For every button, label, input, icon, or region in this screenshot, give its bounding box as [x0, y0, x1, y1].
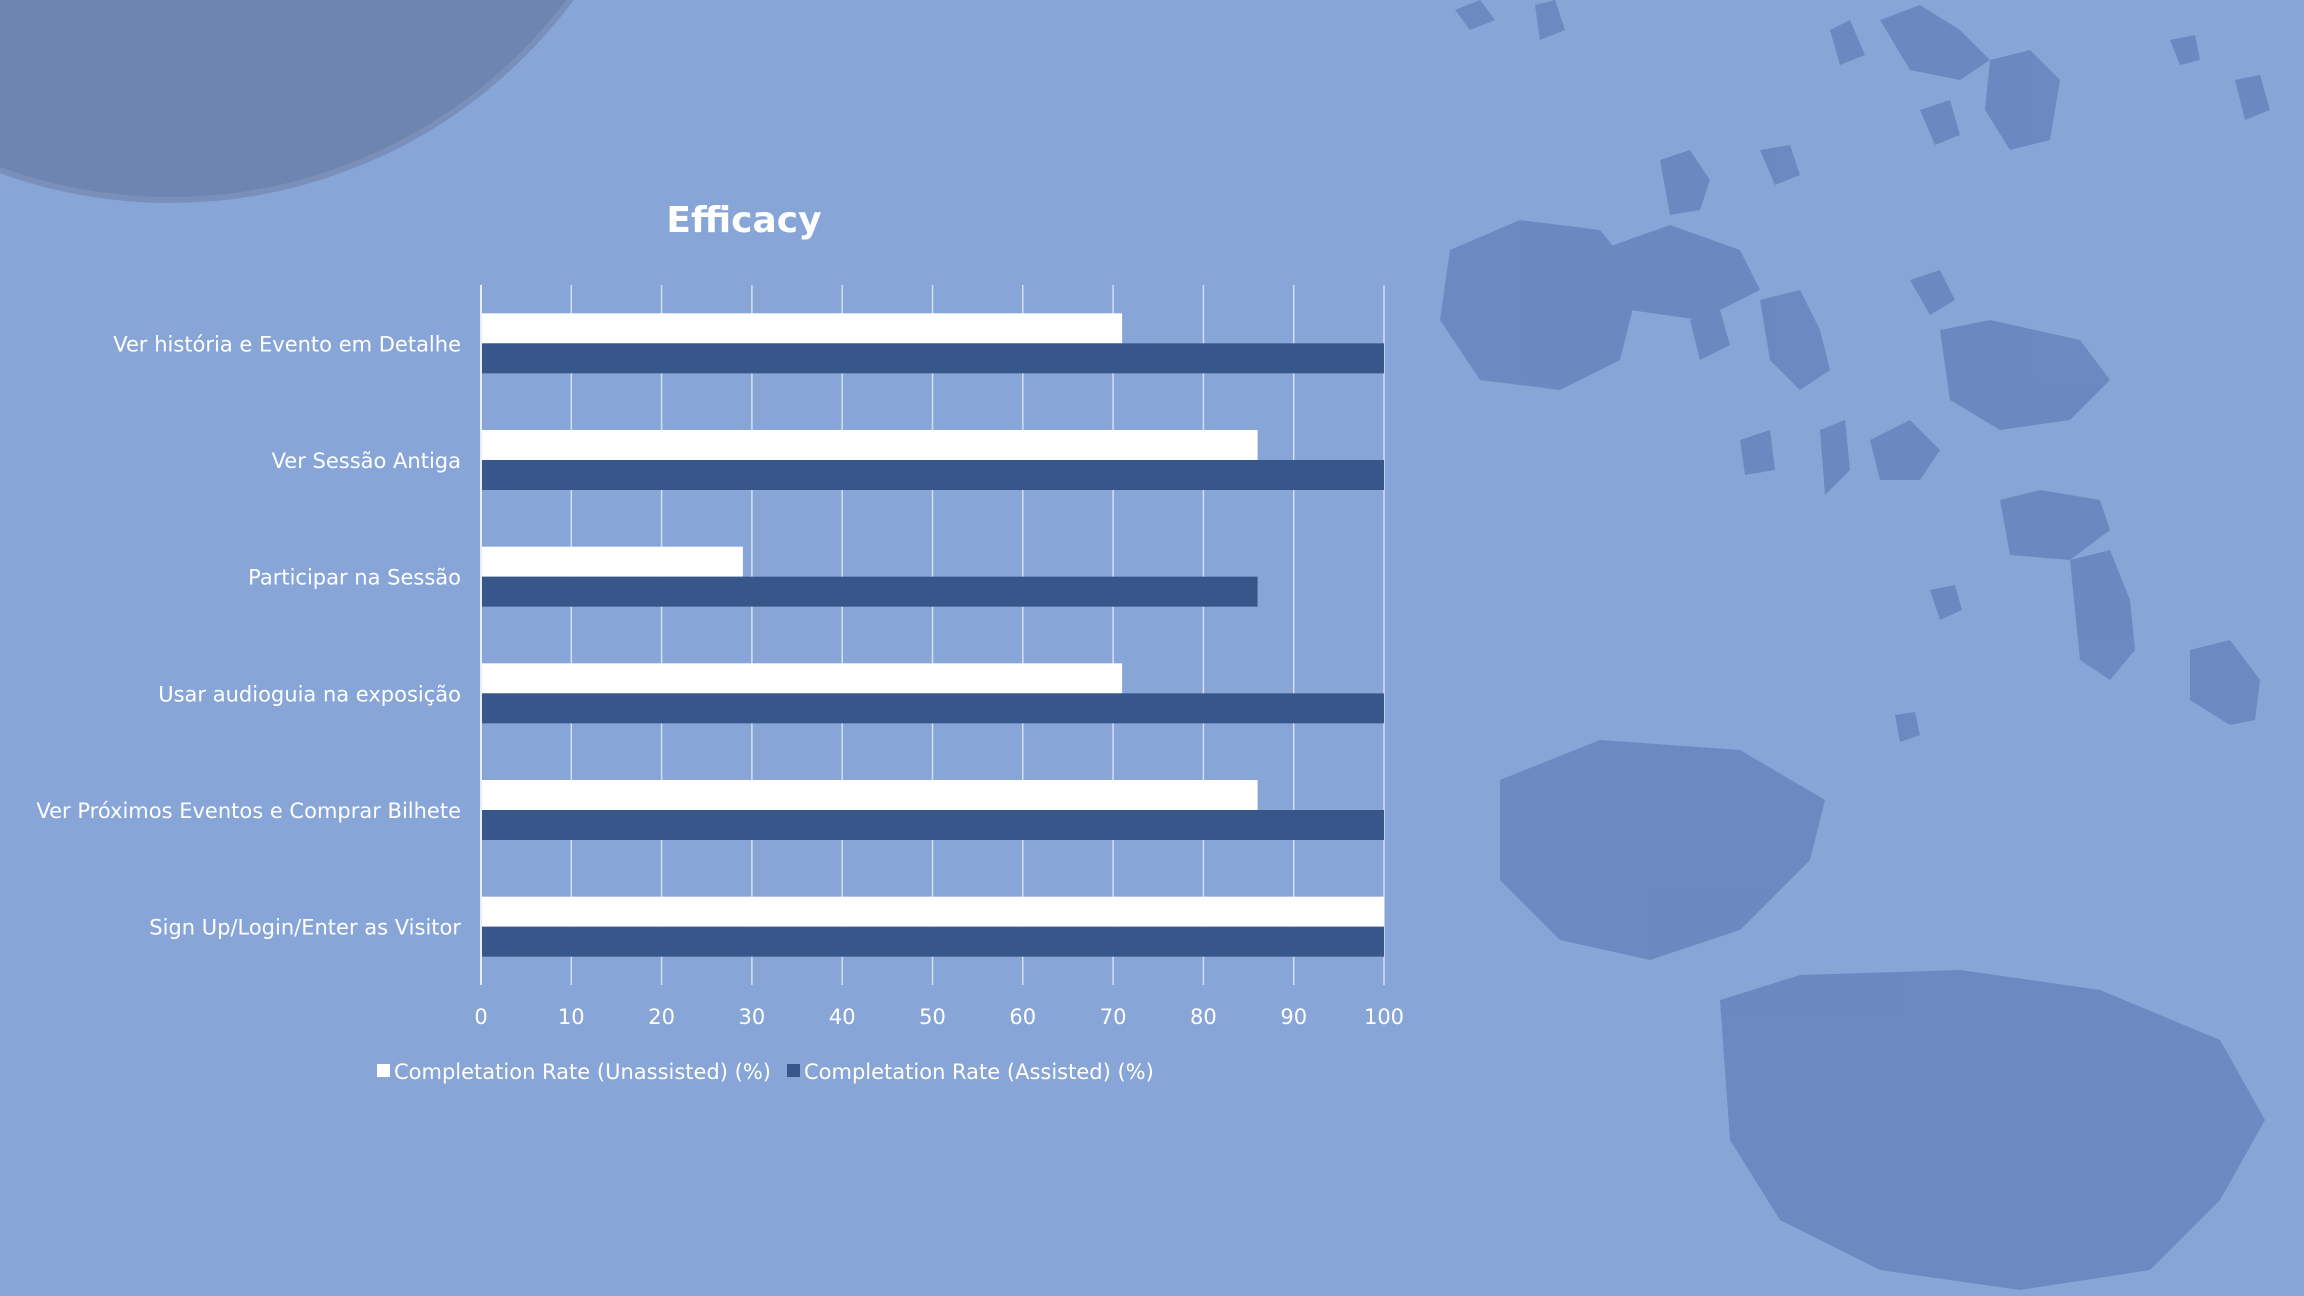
category-label: Sign Up/Login/Enter as Visitor	[149, 916, 461, 940]
category-label: Ver Sessão Antiga	[272, 449, 461, 473]
x-tick-label: 100	[1364, 1005, 1404, 1029]
bar-assisted-1	[481, 460, 1384, 490]
legend-swatch-1	[787, 1064, 800, 1077]
chart-title: Efficacy	[666, 200, 821, 241]
x-tick-label: 90	[1280, 1005, 1307, 1029]
x-tick-label: 20	[648, 1005, 675, 1029]
bar-assisted-4	[481, 810, 1384, 840]
x-tick-label: 80	[1190, 1005, 1217, 1029]
legend: Completation Rate (Unassisted) (%) Comple…	[377, 1060, 1154, 1084]
bar-unassisted-0	[481, 313, 1123, 344]
bar-unassisted-2	[481, 546, 743, 577]
legend-swatch-0	[377, 1064, 390, 1077]
x-tick-labels: 0 10 20 30 40 50 60 70 80 90 100	[474, 1005, 1404, 1029]
bar-assisted-2	[481, 576, 1258, 607]
gridlines	[480, 285, 1385, 985]
efficacy-bar-chart: Efficacy Ver história e Evento em Detalh…	[36, 200, 1404, 1084]
legend-label-0: Completation Rate (Unassisted) (%)	[394, 1060, 771, 1084]
x-tick-label: 30	[739, 1005, 766, 1029]
bars	[481, 313, 1384, 957]
category-label: Participar na Sessão	[248, 566, 461, 590]
bar-assisted-3	[481, 693, 1384, 724]
bar-assisted-0	[481, 343, 1384, 374]
category-label: Ver Próximos Eventos e Comprar Bilhete	[36, 799, 461, 823]
category-label: Ver história e Evento em Detalhe	[113, 332, 461, 356]
x-tick-label: 50	[919, 1005, 946, 1029]
category-label: Usar audioguia na exposição	[158, 682, 461, 706]
legend-label-1: Completation Rate (Assisted) (%)	[804, 1060, 1154, 1084]
planet-decoration-icon	[0, 0, 574, 203]
asteroids-decoration-icon	[1440, 0, 2270, 1290]
bar-unassisted-5	[481, 896, 1384, 927]
x-tick-label: 40	[829, 1005, 856, 1029]
x-tick-label: 10	[558, 1005, 585, 1029]
x-tick-label: 0	[474, 1005, 487, 1029]
x-tick-label: 60	[1009, 1005, 1036, 1029]
bar-assisted-5	[481, 926, 1384, 957]
bar-unassisted-4	[481, 780, 1258, 810]
category-labels: Ver história e Evento em Detalhe Ver Sess…	[36, 332, 461, 939]
bar-unassisted-3	[481, 663, 1123, 694]
x-tick-label: 70	[1100, 1005, 1127, 1029]
bar-unassisted-1	[481, 430, 1258, 460]
